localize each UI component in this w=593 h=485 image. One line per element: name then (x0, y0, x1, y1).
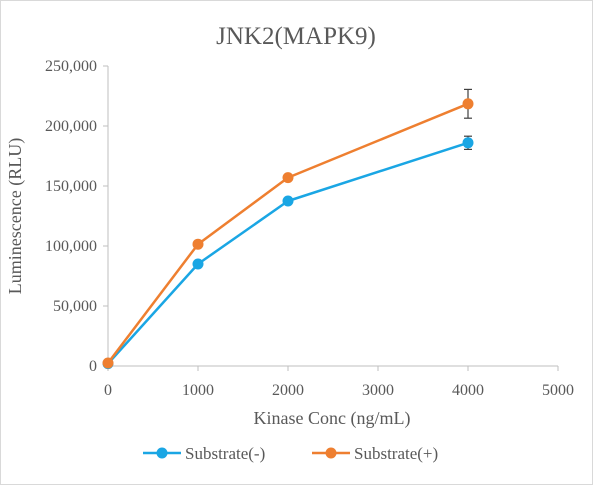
y-tick-label: 100,000 (45, 238, 97, 255)
series-1 (102, 135, 474, 370)
legend-label: Substrate(+) (354, 444, 438, 463)
legend-swatch-marker (325, 447, 337, 459)
data-point (282, 195, 294, 207)
y-tick-label: 150,000 (45, 178, 97, 195)
data-point (462, 98, 474, 110)
legend-swatch-marker (156, 447, 168, 459)
chart-title: JNK2(MAPK9) (216, 23, 376, 50)
legend-item-2: Substrate(+) (312, 444, 438, 463)
series-line (107, 102, 469, 364)
x-tick-labels: 0 1000 2000 3000 4000 5000 (104, 366, 574, 399)
data-point (102, 357, 114, 369)
y-tick-labels: 0 50,000 100,000 150,000 200,000 250,000 (45, 58, 108, 375)
x-tick-label: 5000 (542, 382, 574, 399)
series-line (107, 141, 469, 365)
series-layer (102, 88, 474, 370)
y-tick-label: 0 (89, 358, 97, 375)
data-point (192, 258, 204, 270)
y-tick-label: 200,000 (45, 118, 97, 135)
x-tick-label: 0 (104, 382, 112, 399)
data-point (462, 137, 474, 149)
legend-item-1: Substrate(-) (143, 444, 265, 463)
legend: Substrate(-) Substrate(+) (143, 444, 438, 463)
series-2 (102, 88, 474, 369)
y-axis-label: Luminescence (RLU) (5, 138, 26, 294)
y-tick-label: 250,000 (45, 58, 97, 75)
x-tick-label: 4000 (452, 382, 484, 399)
y-tick-label: 50,000 (53, 298, 97, 315)
x-axis-label: Kinase Conc (ng/mL) (254, 408, 411, 429)
data-point (192, 238, 204, 250)
x-tick-label: 2000 (272, 382, 304, 399)
x-tick-label: 1000 (182, 382, 214, 399)
legend-label: Substrate(-) (185, 444, 265, 463)
data-point (282, 172, 294, 184)
x-tick-label: 3000 (362, 382, 394, 399)
